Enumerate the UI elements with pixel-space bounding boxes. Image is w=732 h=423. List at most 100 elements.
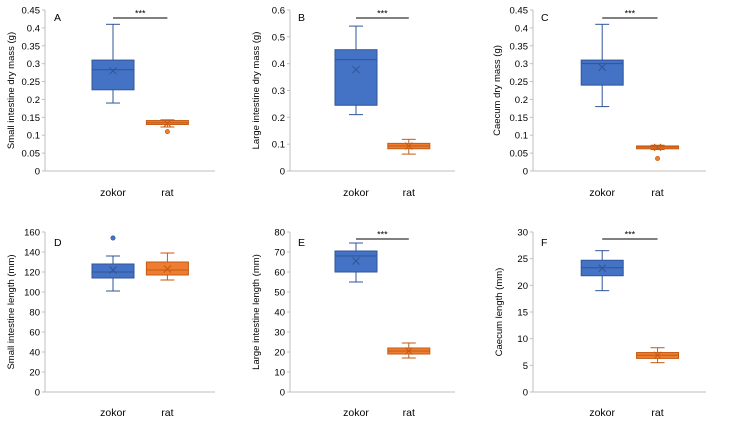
y-tick-label: 160 bbox=[24, 228, 40, 239]
y-tick-label: 30 bbox=[274, 328, 285, 339]
y-tick-label: 0.2 bbox=[515, 95, 528, 106]
category-label-rat: rat bbox=[651, 407, 663, 419]
significance-label: *** bbox=[377, 230, 388, 240]
box-rat bbox=[387, 342, 431, 359]
significance-label: *** bbox=[625, 9, 636, 19]
category-label-rat: rat bbox=[651, 187, 663, 199]
y-tick-label: 0.45 bbox=[22, 6, 41, 17]
panel-c: 0 0.05 0.1 0.15 0.2 0.25 0.3 0.35 0.4 0.45 Caecum … bbox=[492, 6, 706, 199]
y-tick-label: 0 bbox=[35, 167, 40, 178]
category-label-zokor: zokor bbox=[589, 407, 615, 419]
mean-marker bbox=[352, 257, 360, 265]
y-tick-label: 0.05 bbox=[22, 149, 41, 160]
y-tick-label: 0.25 bbox=[22, 77, 41, 88]
y-tick-label: 120 bbox=[24, 268, 40, 279]
y-tick-label: 0.1 bbox=[515, 131, 528, 142]
box-zokor bbox=[334, 242, 378, 283]
mean-marker bbox=[352, 65, 360, 74]
mean-marker bbox=[404, 347, 413, 355]
significance-label: *** bbox=[377, 9, 388, 19]
category-label-rat: rat bbox=[403, 187, 415, 199]
y-tick-label: 0.2 bbox=[27, 95, 40, 106]
mean-marker bbox=[109, 66, 117, 75]
box-iqr bbox=[91, 263, 135, 279]
y-tick-label: 0.1 bbox=[27, 131, 40, 142]
box-rat bbox=[636, 347, 680, 364]
y-axis-title: Small intestine length (mm) bbox=[6, 254, 17, 369]
y-tick-label: 30 bbox=[517, 228, 528, 239]
y-tick-label: 100 bbox=[24, 288, 40, 299]
y-tick-label: 0.3 bbox=[515, 59, 528, 70]
panel-b: 0 0.1 0.2 0.3 0.4 0.5 0.6 Large intestine dry m… bbox=[251, 6, 455, 199]
y-axis-title: Large intestine dry mass (g) bbox=[251, 32, 262, 150]
y-tick-label: 0.6 bbox=[272, 6, 285, 17]
y-tick-label: 20 bbox=[517, 281, 528, 292]
significance-label: *** bbox=[625, 230, 636, 240]
y-tick-label: 5 bbox=[523, 361, 528, 372]
y-tick-label: 0 bbox=[35, 388, 40, 399]
box-iqr bbox=[91, 59, 135, 91]
outlier-point bbox=[164, 129, 170, 135]
y-tick-label: 0.45 bbox=[510, 6, 529, 17]
y-tick-label: 0.5 bbox=[272, 32, 285, 43]
mean-marker bbox=[598, 63, 607, 72]
y-tick-label: 0.4 bbox=[27, 23, 40, 34]
y-tick-label: 15 bbox=[517, 308, 528, 319]
y-tick-label: 0.3 bbox=[27, 59, 40, 70]
y-tick-label: 140 bbox=[24, 248, 40, 259]
y-tick-label: 0 bbox=[523, 167, 528, 178]
mean-marker bbox=[163, 265, 172, 273]
y-axis-title: Large intestine length (mm) bbox=[251, 254, 262, 370]
box-iqr bbox=[334, 49, 378, 106]
mean-marker bbox=[653, 143, 662, 152]
panel-letter: E bbox=[298, 237, 305, 249]
y-tick-label: 0.4 bbox=[272, 59, 285, 70]
y-axis-title: Small intestine dry mass (g) bbox=[6, 32, 17, 149]
outlier-point bbox=[655, 155, 661, 161]
box-zokor bbox=[91, 235, 135, 292]
panel-letter: F bbox=[541, 237, 547, 249]
y-tick-label: 10 bbox=[517, 334, 528, 345]
box-zokor bbox=[580, 23, 624, 108]
category-label-zokor: zokor bbox=[343, 187, 369, 199]
mean-marker bbox=[404, 142, 413, 150]
y-tick-label: 50 bbox=[274, 288, 285, 299]
category-label-rat: rat bbox=[161, 187, 173, 199]
box-rat bbox=[387, 138, 431, 155]
y-tick-label: 20 bbox=[274, 348, 285, 359]
box-zokor bbox=[580, 250, 624, 292]
category-label-zokor: zokor bbox=[100, 407, 126, 419]
y-tick-label: 80 bbox=[274, 228, 285, 239]
mean-marker bbox=[109, 266, 117, 274]
category-label-zokor: zokor bbox=[343, 407, 369, 419]
y-tick-label: 0.35 bbox=[22, 41, 41, 52]
box-rat bbox=[145, 252, 189, 281]
y-tick-label: 0.15 bbox=[22, 113, 41, 124]
panel-letter: A bbox=[54, 12, 61, 24]
mean-marker bbox=[163, 119, 172, 128]
y-tick-label: 0 bbox=[280, 167, 285, 178]
y-tick-label: 40 bbox=[274, 308, 285, 319]
outlier-point bbox=[110, 235, 116, 241]
y-tick-label: 0.25 bbox=[510, 77, 529, 88]
category-label-rat: rat bbox=[403, 407, 415, 419]
y-axis-title: Caecum length (mm) bbox=[494, 268, 505, 357]
y-tick-label: 0 bbox=[280, 388, 285, 399]
y-tick-label: 0.4 bbox=[515, 23, 528, 34]
y-tick-label: 0.15 bbox=[510, 113, 529, 124]
y-tick-label: 10 bbox=[274, 368, 285, 379]
panel-d: 0 20 40 60 80 100 120 140 160 Small intestine len… bbox=[6, 228, 215, 419]
y-tick-label: 0.35 bbox=[510, 41, 529, 52]
box-zokor bbox=[91, 23, 135, 104]
y-tick-label: 0.2 bbox=[272, 113, 285, 124]
category-label-zokor: zokor bbox=[100, 187, 126, 199]
panel-a: 0 0.05 0.1 0.15 0.2 0.25 0.3 0.35 0.4 0.45 Small i… bbox=[6, 6, 215, 199]
box-rat bbox=[145, 119, 189, 135]
mean-marker bbox=[598, 264, 607, 273]
panel-letter: C bbox=[541, 12, 549, 24]
category-label-rat: rat bbox=[161, 407, 173, 419]
y-axis-title: Caecum dry mass (g) bbox=[492, 45, 503, 136]
panel-letter: B bbox=[298, 12, 305, 24]
